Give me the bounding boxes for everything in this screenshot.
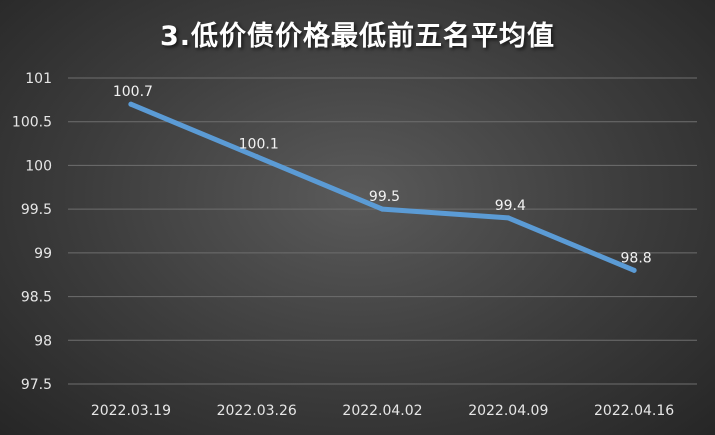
x-tick-label: 2022.03.26: [217, 403, 297, 419]
y-tick-label: 101: [25, 71, 52, 87]
data-label: 99.4: [495, 198, 526, 214]
x-tick-label: 2022.04.02: [342, 403, 422, 419]
data-point: [505, 215, 511, 221]
data-point: [631, 267, 637, 273]
data-label: 100.1: [239, 137, 279, 153]
y-tick-label: 98: [34, 333, 52, 349]
y-tick-label: 100.5: [12, 115, 52, 131]
series-line: [128, 101, 637, 273]
x-tick-label: 2022.04.16: [594, 403, 674, 419]
data-point: [380, 206, 385, 212]
data-label: 100.7: [113, 84, 153, 100]
data-point: [254, 154, 260, 160]
data-point: [128, 101, 134, 107]
data-label: 99.5: [369, 189, 400, 205]
y-tick-label: 99.5: [21, 202, 52, 218]
x-tick-label: 2022.04.09: [468, 403, 548, 419]
y-tick-label: 97.5: [21, 377, 52, 393]
data-label: 98.8: [621, 250, 652, 266]
y-tick-label: 98.5: [21, 290, 52, 306]
chart-title: 3.低价债价格最低前五名平均值: [159, 21, 556, 52]
y-tick-label: 99: [34, 246, 52, 262]
x-tick-label: 2022.03.19: [91, 403, 171, 419]
y-tick-label: 100: [25, 158, 52, 174]
